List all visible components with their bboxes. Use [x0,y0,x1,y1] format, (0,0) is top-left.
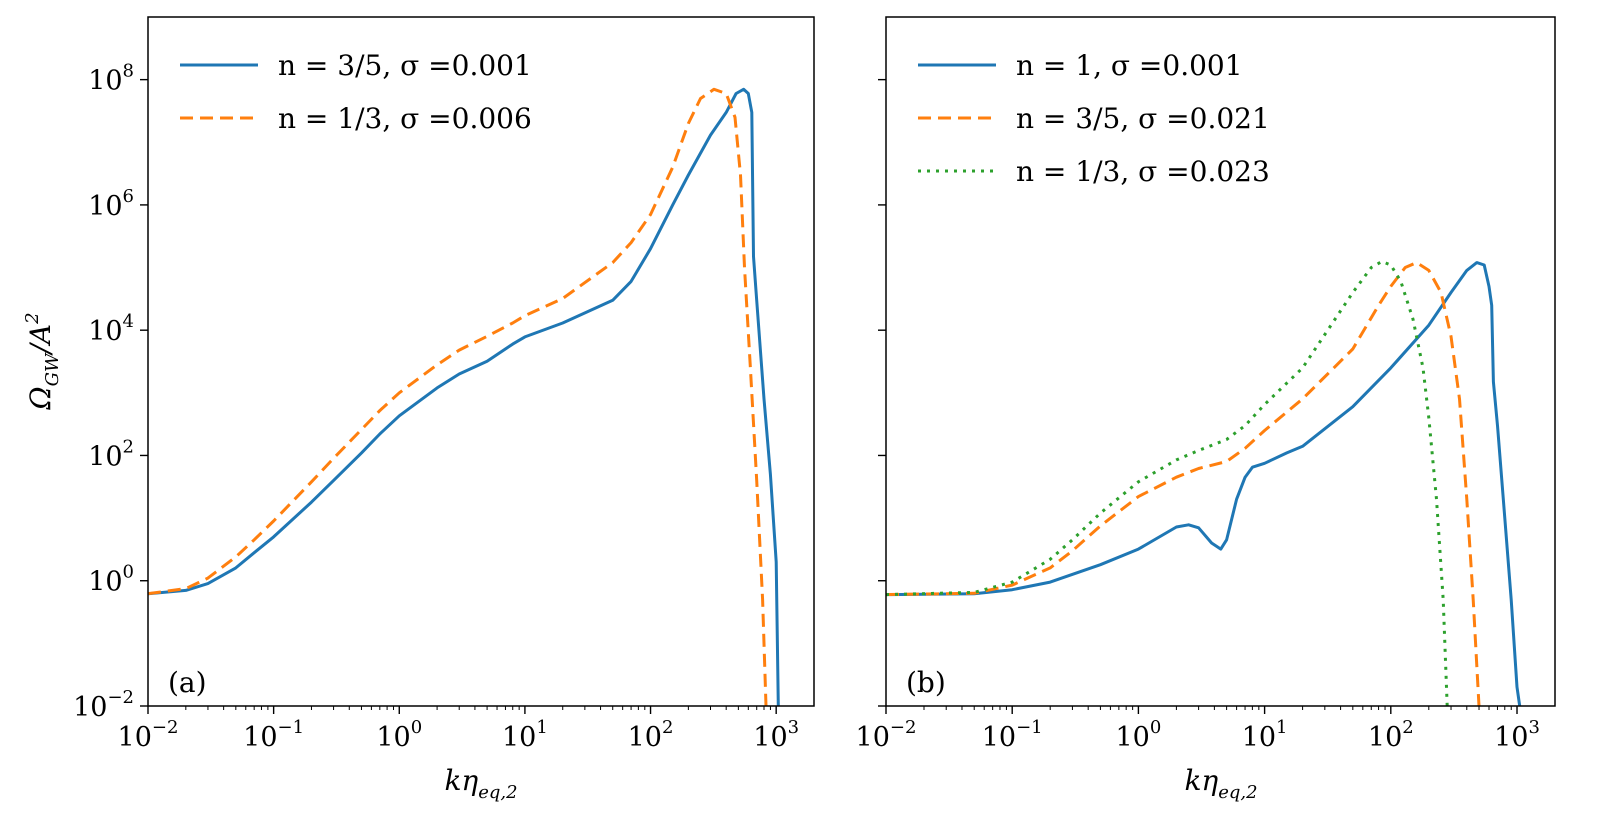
panel-a-x-tick-label-3: 103 [753,717,799,753]
panel-b-series-line-3 [886,260,1449,706]
panel-b-x-tick-label--1: 10−1 [982,717,1043,753]
panel-a-y-tick-label-0: 100 [88,562,134,598]
x-axis-label-b-main: kη [1184,764,1218,797]
panel-b: 10−2 10−1 100 101 102 103 n = 1, σ =0.001 n = 3… [856,16,1556,753]
x-axis-label-a-main: kη [444,764,478,797]
panel-a-x-tick-label--2: 10−2 [118,717,179,753]
panel-b-x-tick-label-2: 102 [1368,717,1414,753]
y-axis-label-sup: 2 [22,312,43,324]
panel-a-legend-label-2: n = 1/3, σ =0.006 [278,102,532,135]
panel-a-tag: (a) [168,666,207,699]
panel-a-series-line-2 [148,87,768,706]
panel-b-legend-label-1: n = 1, σ =0.001 [1016,49,1243,82]
panel-a-y-tick-label-4: 104 [88,311,134,347]
x-axis-label-a: kηeq,2 [444,764,517,803]
panel-a-y-tick-label-8: 108 [88,61,134,97]
y-axis-label: ΩGW/A2 [22,312,63,410]
panel-a-x-tick-label--1: 10−1 [243,717,304,753]
panel-a-legend-label-1: n = 3/5, σ =0.001 [278,49,532,82]
panel-b-x-tick-label--2: 10−2 [856,717,917,753]
panel-b-x-tick-label-1: 101 [1242,717,1288,753]
panel-b-series-line-2 [886,261,1481,706]
panel-a-x-tick-label-1: 101 [502,717,548,753]
panel-a-y-tick-label-6: 106 [88,186,134,222]
panel-b-tag: (b) [906,666,946,699]
x-axis-label-b: kηeq,2 [1184,764,1257,803]
panel-b-series-line-1 [886,261,1522,706]
y-axis-label-main: Ω [24,386,57,410]
panel-a-frame [147,16,815,707]
x-axis-label-a-sub: eq,2 [478,782,517,803]
panel-b-frame [885,16,1556,707]
panel-b-legend-label-2: n = 3/5, σ =0.021 [1016,102,1270,135]
panel-a-series-group [148,87,780,706]
y-axis-label-sub: GW [42,352,63,386]
panel-b-x-tick-label-0: 100 [1115,717,1161,753]
panel-a-x-tick-label-2: 102 [628,717,674,753]
x-axis-label-b-sub: eq,2 [1218,782,1257,803]
panel-a-x-tick-label-0: 100 [376,717,422,753]
panel-a: 10−2 10−1 100 101 102 103 10−2 100 102 104 106 108 n… [73,16,815,753]
panel-a-y-tick-label-2: 102 [88,436,134,472]
y-axis-label-tail: /A [24,324,57,357]
panel-b-series-group [886,260,1522,706]
panel-a-series-line-1 [148,87,780,706]
panel-a-y-tick-label--2: 10−2 [73,687,134,723]
panel-b-legend-label-3: n = 1/3, σ =0.023 [1016,155,1270,188]
panel-b-x-tick-label-3: 103 [1494,717,1540,753]
